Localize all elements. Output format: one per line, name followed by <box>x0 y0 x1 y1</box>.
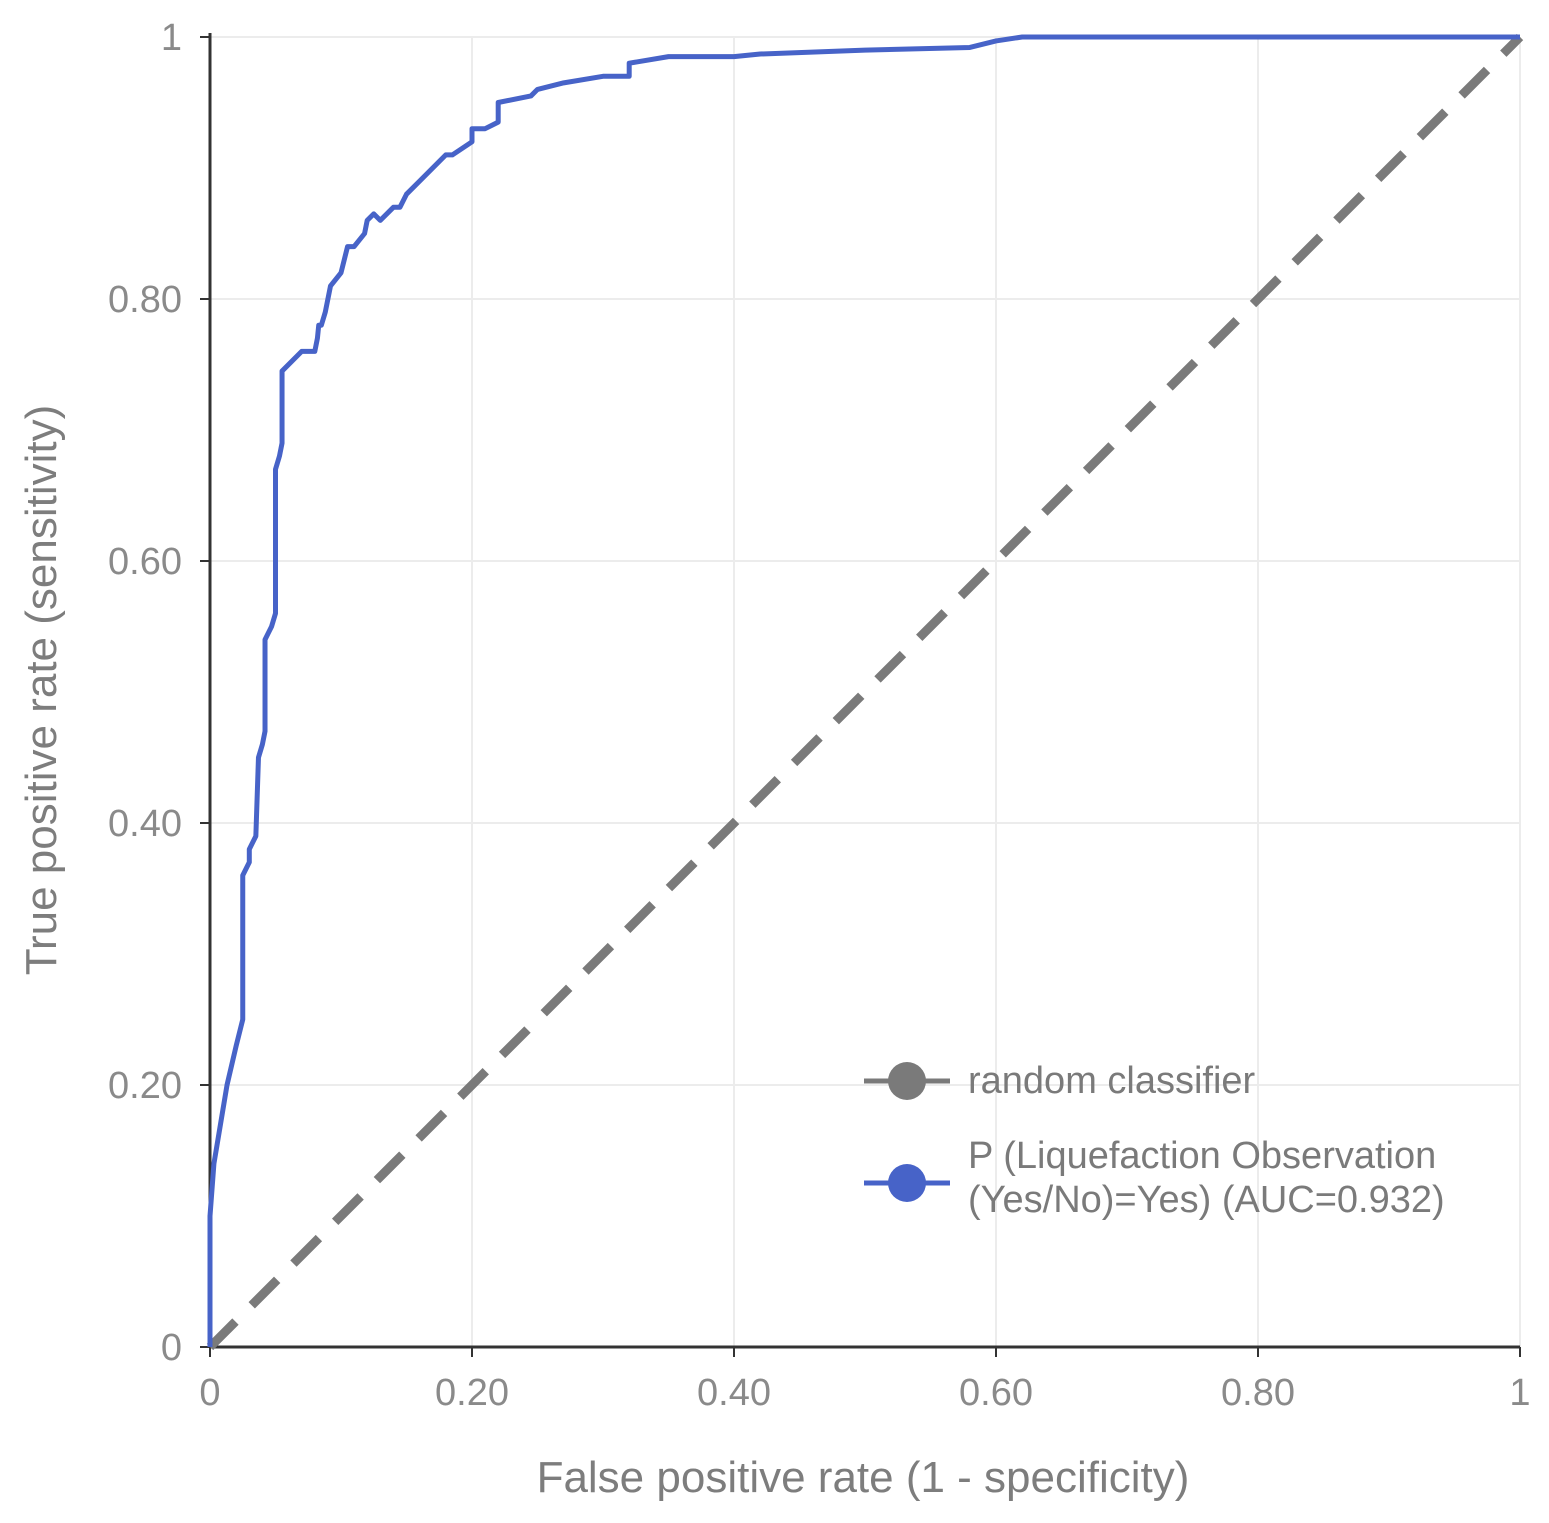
y-tick-label-1: 0.20 <box>108 1065 182 1107</box>
random-classifier-line <box>206 33 1524 1351</box>
x-axis-title: False positive rate (1 - specificity) <box>537 1453 1190 1502</box>
x-tick-label-4: 0.80 <box>1221 1372 1295 1414</box>
y-tick-label-3: 0.60 <box>108 541 182 583</box>
x-tick-label-5: 1 <box>1509 1372 1530 1414</box>
roc-curve-line <box>207 34 1520 1347</box>
series-layer <box>206 33 1524 1351</box>
y-tick-label-5: 1 <box>161 17 182 59</box>
x-tick-label-1: 0.20 <box>435 1372 509 1414</box>
legend-item-roc: P (Liquefaction Observation (Yes/No)=Yes)… <box>864 1135 1445 1221</box>
y-axis-title: True positive rate (sensitivity) <box>17 405 66 976</box>
legend: random classifier P (Liquefaction Observ… <box>864 1060 1445 1221</box>
legend-label-roc: P (Liquefaction Observation (Yes/No)=Yes)… <box>968 1135 1445 1221</box>
tick-labels: 0 0.20 0.40 0.60 0.80 1 0 0.20 0.40 0.60 0.80 1 <box>108 17 1531 1414</box>
y-tick-label-2: 0.40 <box>108 803 182 845</box>
x-tick-label-0: 0 <box>199 1372 220 1414</box>
x-tick-label-3: 0.60 <box>959 1372 1033 1414</box>
y-tick-label-0: 0 <box>161 1327 182 1369</box>
legend-label-roc-line-0: P (Liquefaction Observation <box>968 1135 1436 1177</box>
x-tick-label-2: 0.40 <box>697 1372 771 1414</box>
legend-label-roc-line-1: (Yes/No)=Yes) (AUC=0.932) <box>968 1179 1445 1221</box>
legend-label-random: random classifier <box>968 1060 1256 1102</box>
axes <box>200 33 1521 1357</box>
legend-marker-random <box>888 1062 926 1100</box>
legend-item-random-classifier: random classifier <box>864 1060 1256 1102</box>
legend-marker-roc <box>888 1164 926 1202</box>
y-tick-label-4: 0.80 <box>108 279 182 321</box>
